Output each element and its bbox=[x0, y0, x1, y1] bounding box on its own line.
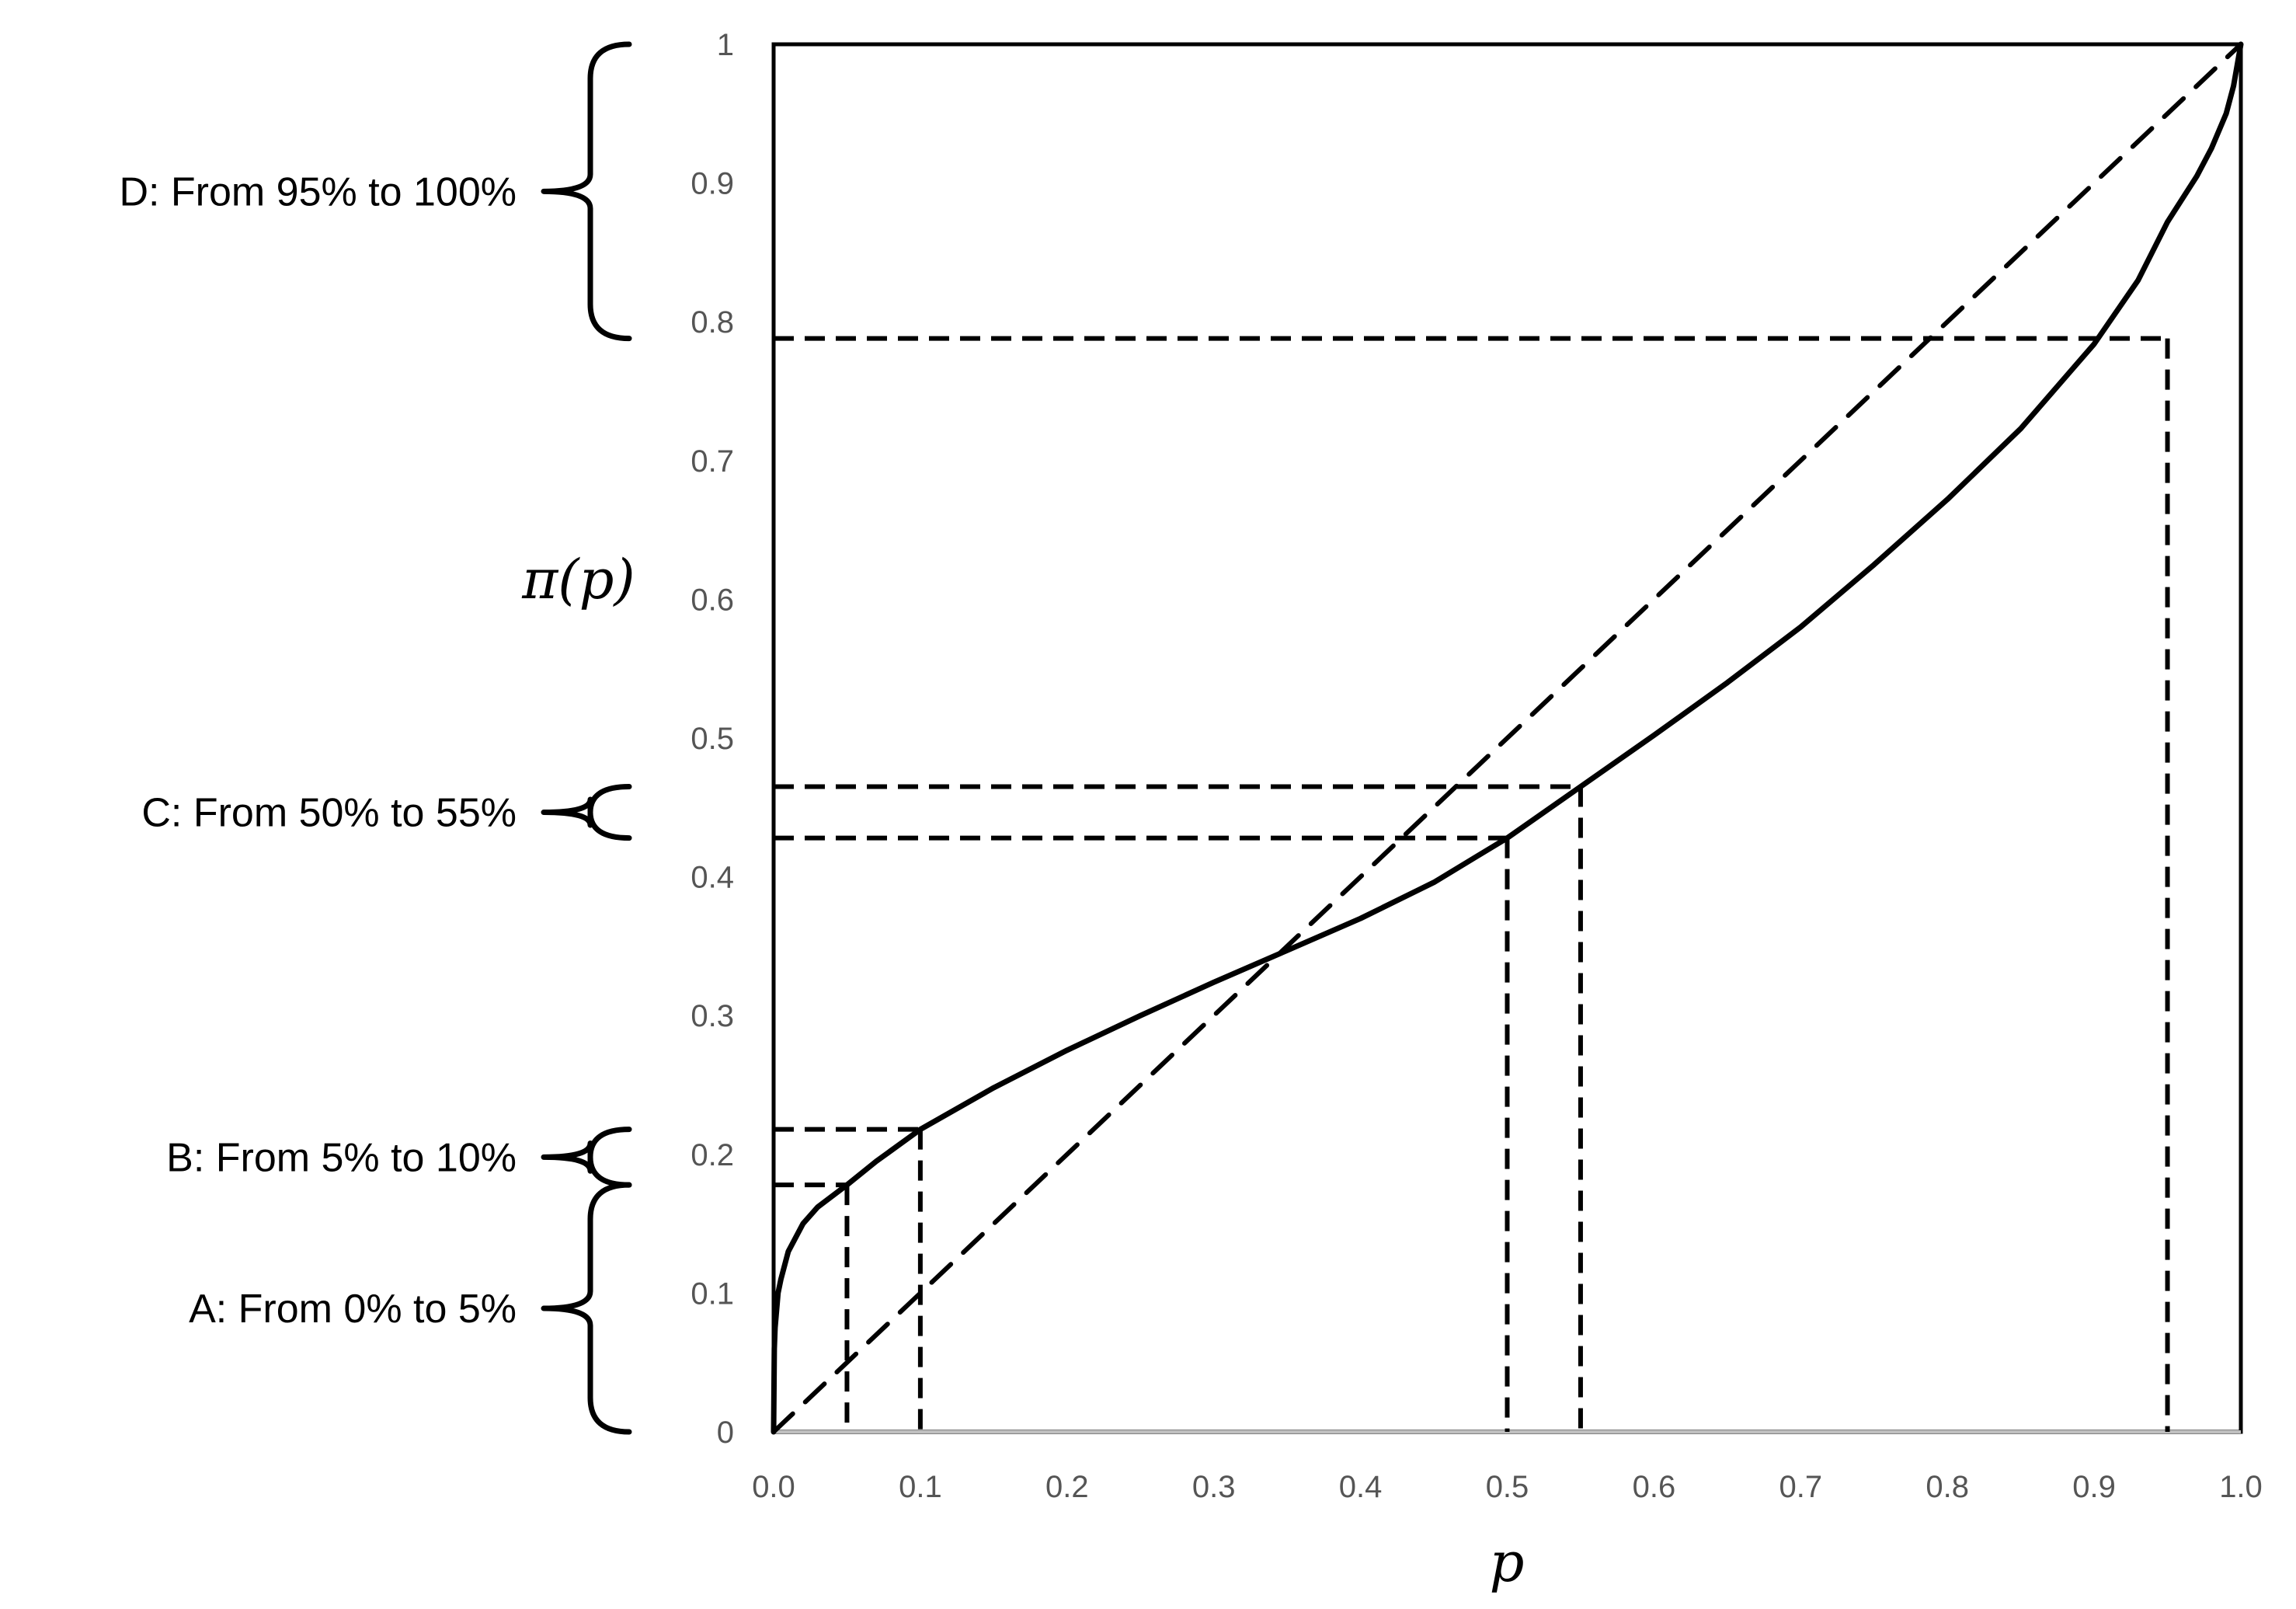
annotation-label: D: From 95% to 100% bbox=[119, 169, 517, 214]
annotation-label: C: From 50% to 55% bbox=[141, 791, 517, 836]
diagonal-line bbox=[771, 42, 2243, 1434]
y-tick-label: 0.6 bbox=[691, 583, 734, 617]
x-axis-label: p bbox=[1490, 1531, 1525, 1594]
x-tick-label: 0.4 bbox=[1339, 1470, 1383, 1504]
weighting-curve bbox=[771, 41, 2244, 1435]
annotation-label: B: From 5% to 10% bbox=[166, 1135, 517, 1180]
annotation-brace bbox=[541, 1182, 632, 1435]
x-tick-label: 0.8 bbox=[1926, 1470, 1969, 1504]
y-tick-label: 0.4 bbox=[691, 861, 734, 895]
x-tick-label: 0.0 bbox=[752, 1470, 795, 1504]
x-tick-label: 0.5 bbox=[1486, 1470, 1529, 1504]
y-tick-label: 0.9 bbox=[691, 167, 734, 201]
x-tick-label: 0.3 bbox=[1192, 1470, 1236, 1504]
x-tick-label: 0.6 bbox=[1633, 1470, 1676, 1504]
y-tick-label: 1 bbox=[717, 28, 734, 62]
y-tick-label: 0.5 bbox=[691, 722, 734, 756]
x-tick-label: 0.1 bbox=[899, 1470, 942, 1504]
y-tick-label: 0.2 bbox=[691, 1138, 734, 1172]
y-tick-label: 0.3 bbox=[691, 999, 734, 1033]
y-tick-label: 0.1 bbox=[691, 1276, 734, 1311]
annotation-brace bbox=[541, 784, 632, 841]
annotation-brace bbox=[541, 41, 632, 342]
annotation-label: A: From 0% to 5% bbox=[189, 1287, 517, 1332]
annotation-brace bbox=[541, 1127, 632, 1188]
x-tick-label: 0.2 bbox=[1045, 1470, 1089, 1504]
y-tick-label: 0 bbox=[717, 1416, 734, 1450]
x-tick-label: 1.0 bbox=[2219, 1470, 2263, 1504]
x-tick-label: 0.9 bbox=[2072, 1470, 2116, 1504]
y-tick-label: 0.7 bbox=[691, 444, 734, 479]
y-tick-label: 0.8 bbox=[691, 305, 734, 340]
x-tick-label: 0.7 bbox=[1779, 1470, 1822, 1504]
y-axis-label: π(p) bbox=[521, 548, 635, 611]
